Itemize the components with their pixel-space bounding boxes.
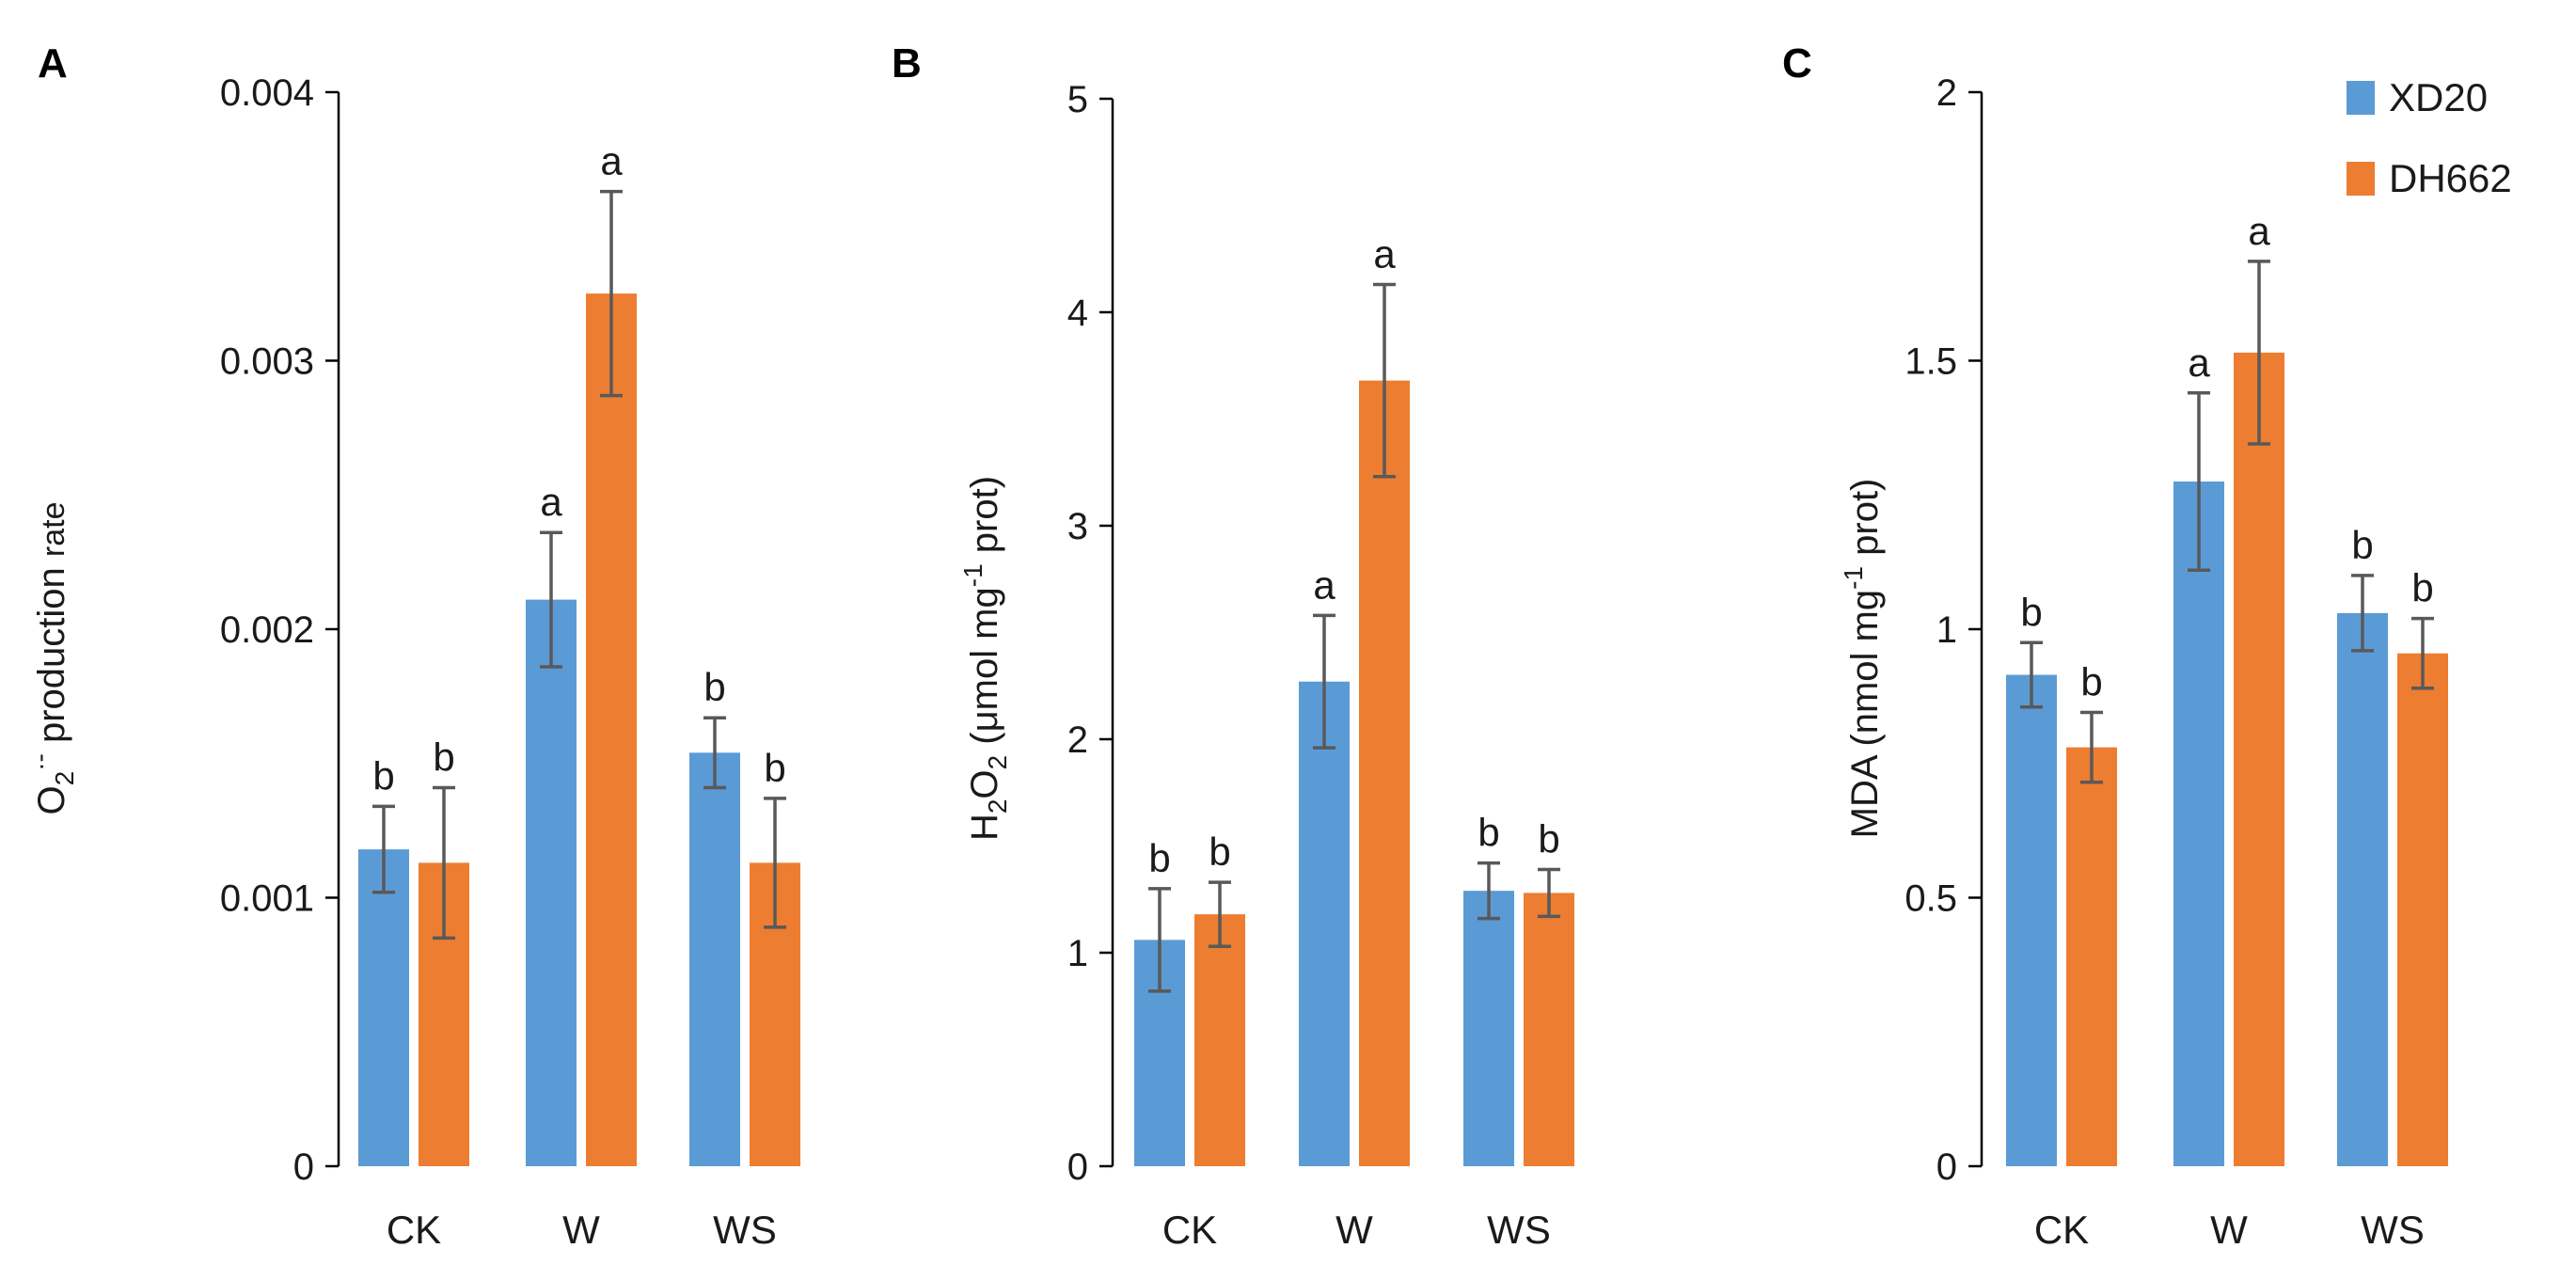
panel-b-x-tick-label: W xyxy=(1335,1208,1373,1252)
panel-b-y-tick-label: 2 xyxy=(1067,719,1088,761)
panel-b-y-tick-label: 5 xyxy=(1067,79,1088,120)
panel-b-bar-dh662-w xyxy=(1359,380,1410,1166)
panel-b-significance-letter: b xyxy=(1478,811,1499,855)
panel-b-bar-dh662-ck xyxy=(1194,914,1245,1166)
panel-c-y-tick-label: 0 xyxy=(1936,1146,1957,1188)
panel-c-significance-letter: b xyxy=(2020,590,2042,634)
panel-c-significance-letter: b xyxy=(2351,523,2373,567)
panel-a-y-tick-label: 0.003 xyxy=(220,341,314,383)
panel-a-x-tick-label: WS xyxy=(713,1208,777,1252)
panel-b: B H2O2 (μmol mg-1 prot) 0 1 2 3 4 5 CK W WS b a b… xyxy=(892,40,1574,1252)
panel-c-y-axis-label: MDA (nmol mg-1 prot) xyxy=(1839,479,1886,839)
panel-c-bar-dh662-ck xyxy=(2066,747,2117,1166)
panel-c-y-axis: 0 0.5 1 1.5 2 xyxy=(1904,72,1983,1188)
panel-b-bar-xd20-w xyxy=(1299,681,1350,1166)
legend-swatch-dh662 xyxy=(2347,162,2375,196)
panel-b-y-tick-label: 3 xyxy=(1067,506,1088,547)
panel-b-significance-letter: b xyxy=(1538,816,1559,861)
legend-label-dh662: DH662 xyxy=(2389,156,2512,200)
legend-label-xd20: XD20 xyxy=(2389,75,2488,119)
panel-c-x-tick-label: WS xyxy=(2361,1208,2425,1252)
panel-b-y-tick-label: 4 xyxy=(1067,292,1088,334)
panel-a-y-axis: 0 0.001 0.002 0.003 0.004 xyxy=(220,72,340,1188)
panel-b-y-tick-label: 1 xyxy=(1067,933,1088,974)
panel-b-bar-dh662-ws xyxy=(1524,893,1574,1166)
panel-a-significance-letter: b xyxy=(433,735,454,779)
panel-a-bar-xd20-w xyxy=(526,599,577,1166)
panel-b-x-tick-label: CK xyxy=(1162,1208,1217,1252)
panel-c-y-tick-label: 1.5 xyxy=(1904,341,1957,383)
panel-b-significance-letter: b xyxy=(1148,836,1170,880)
panel-a-y-tick-label: 0.002 xyxy=(220,609,314,651)
panel-a-x-tick-label: W xyxy=(562,1208,600,1252)
panel-c-y-tick-label: 1 xyxy=(1936,609,1957,651)
panel-b-significance-letter: a xyxy=(1313,562,1335,607)
legend-swatch-xd20 xyxy=(2347,81,2375,115)
legend: XD20 DH662 xyxy=(2347,75,2512,200)
panel-a-significance-letter: b xyxy=(372,753,394,798)
panel-c-x-tick-label: W xyxy=(2210,1208,2248,1252)
panel-a-y-tick-label: 0.004 xyxy=(220,72,314,114)
panel-b-y-axis-label: H2O2 (μmol mg-1 prot) xyxy=(958,476,1012,841)
panel-letter-b: B xyxy=(892,40,922,87)
panel-c-bar-xd20-ws xyxy=(2337,612,2388,1166)
panel-letter-c: C xyxy=(1782,40,1812,87)
panel-b-x-axis-labels: CK W WS xyxy=(1162,1208,1551,1252)
panel-b-significance-letter: a xyxy=(1373,231,1396,276)
panel-b-x-tick-label: WS xyxy=(1487,1208,1551,1252)
panel-c-y-tick-label: 0.5 xyxy=(1904,878,1957,920)
panel-a-significance-letter: a xyxy=(540,480,562,524)
panel-a-y-axis-label: O2·- production rate xyxy=(25,502,79,815)
panel-a-significance-letter: a xyxy=(600,139,623,183)
panel-c-significance-letter: b xyxy=(2411,566,2433,610)
panel-a-significance-letter: b xyxy=(764,746,785,790)
panel-c: C MDA (nmol mg-1 prot) 0 0.5 1 1.5 2 CK W WS b… xyxy=(1782,40,2448,1252)
panel-b-y-axis: 0 1 2 3 4 5 xyxy=(1067,79,1114,1188)
panel-c-x-axis-labels: CK W WS xyxy=(2034,1208,2425,1252)
panel-c-bar-dh662-ws xyxy=(2397,653,2448,1166)
panel-c-bar-dh662-w xyxy=(2234,352,2284,1166)
panel-b-y-tick-label: 0 xyxy=(1067,1146,1088,1188)
panel-a-bar-dh662-w xyxy=(586,293,637,1166)
panel-a-x-axis-labels: CK W WS xyxy=(387,1208,777,1252)
panel-c-bar-xd20-w xyxy=(2173,481,2224,1167)
panel-a-x-tick-label: CK xyxy=(387,1208,441,1252)
panel-c-significance-letter: a xyxy=(2248,209,2270,253)
panel-c-bar-xd20-ck xyxy=(2006,674,2057,1166)
panel-a-y-tick-label: 0 xyxy=(293,1146,314,1188)
panel-c-significance-letter: b xyxy=(2080,660,2102,704)
panel-b-bar-xd20-ws xyxy=(1463,891,1514,1166)
panel-b-significance-letter: b xyxy=(1209,830,1230,874)
panel-a-y-tick-label: 0.001 xyxy=(220,878,314,920)
panel-a-bar-xd20-ck xyxy=(358,849,409,1166)
panel-c-x-tick-label: CK xyxy=(2034,1208,2089,1252)
panel-c-y-tick-label: 2 xyxy=(1936,72,1957,114)
panel-a-bar-xd20-ws xyxy=(689,752,740,1166)
panel-a: A O2·- production rate 00.0010.0020.0030… xyxy=(25,40,800,1252)
panel-c-significance-letter: a xyxy=(2188,340,2210,385)
panel-letter-a: A xyxy=(38,40,68,87)
panel-a-significance-letter: b xyxy=(703,665,725,709)
